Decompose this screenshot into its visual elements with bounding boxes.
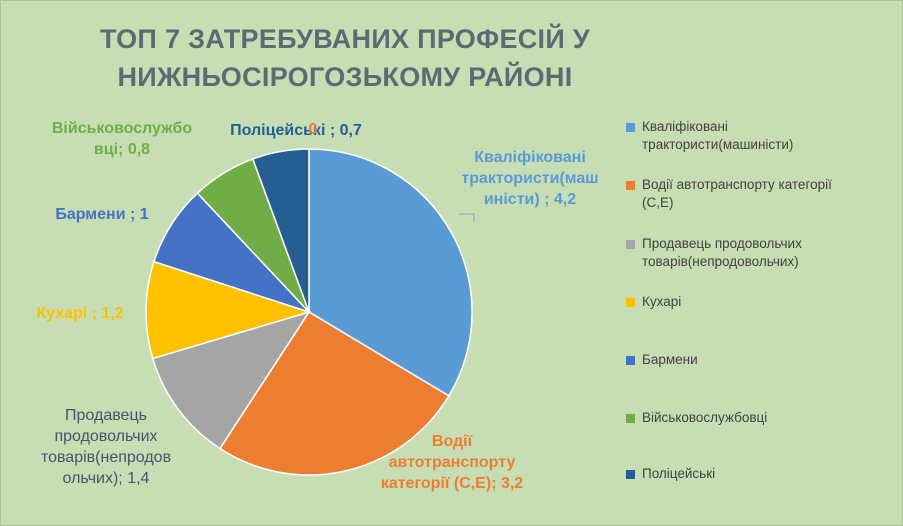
- legend-label: Водії автотранспорту категорії (С,Е): [642, 177, 832, 210]
- data-label: Поліцейські ; 0,7: [230, 122, 362, 139]
- pie-slice: [308, 148, 473, 397]
- legend-swatch: [626, 356, 635, 365]
- legend-label: Військовослужбовці: [642, 410, 768, 425]
- legend-item: Військовослужбовці: [626, 409, 891, 427]
- legend-item: Кухарі: [626, 293, 891, 311]
- data-label: Продавець продовольчих товарів(непродов оль…: [41, 407, 171, 487]
- legend-item: Кваліфіковані трактористи(машиністи): [626, 118, 891, 154]
- chart-title: ТОП 7 ЗАТРЕБУВАНИХ ПРОФЕСІЙ У НИЖНЬОСІРО…: [100, 24, 590, 92]
- legend-label: Кухарі: [642, 294, 682, 309]
- data-label: Військовослужбо вці; 0,8: [52, 120, 193, 158]
- pie-slice: [218, 310, 450, 476]
- data-label: Кваліфіковані трактористи(маш иністи) ; 4,…: [461, 149, 598, 208]
- leader-line: [459, 213, 475, 222]
- legend-swatch: [626, 181, 635, 190]
- data-label: Водії автотранспорту категорії (С,Е); 3,2: [381, 433, 523, 492]
- pie-slice: [251, 148, 310, 313]
- legend-label: Поліцейські: [642, 466, 716, 481]
- legend-swatch: [626, 123, 635, 132]
- legend-item: Продавець продовольчих товарів(непродово…: [626, 235, 891, 271]
- stray-data-label: 0: [309, 121, 318, 138]
- legend-item: Бармени: [626, 351, 891, 369]
- legend-swatch: [626, 470, 635, 479]
- legend-swatch: [626, 240, 635, 249]
- legend-item: Поліцейські: [626, 465, 891, 483]
- legend-swatch: [626, 414, 635, 423]
- legend-label: Бармени: [642, 352, 698, 367]
- pie-slice: [145, 260, 312, 360]
- legend-item: Водії автотранспорту категорії (С,Е): [626, 176, 891, 212]
- legend-swatch: [626, 298, 635, 307]
- pie-slice: [151, 310, 311, 450]
- data-label: Бармени ; 1: [55, 206, 148, 223]
- legend-label: Продавець продовольчих товарів(непродово…: [642, 236, 802, 269]
- data-label: Кухарі ; 1,2: [36, 305, 123, 322]
- legend-label: Кваліфіковані трактористи(машиністи): [642, 119, 794, 152]
